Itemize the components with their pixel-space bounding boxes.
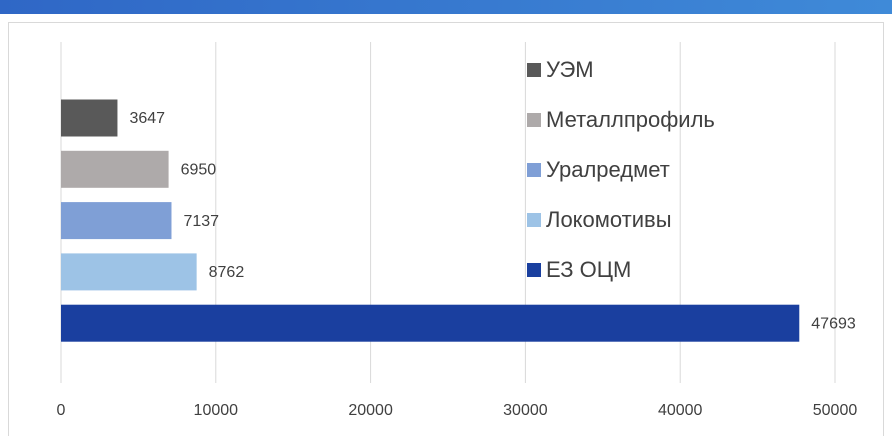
- legend-marker: [527, 63, 541, 77]
- legend-label: ЕЗ ОЦМ: [546, 257, 631, 282]
- legend-label: Металлпрофиль: [546, 107, 715, 132]
- legend-label: Уралредмет: [546, 157, 670, 182]
- data-label: 3647: [129, 110, 165, 127]
- bar: [61, 202, 172, 240]
- legend-label: Локомотивы: [546, 207, 672, 232]
- x-tick-label: 10000: [194, 402, 239, 419]
- x-tick-label: 0: [57, 402, 66, 419]
- bar: [61, 304, 800, 342]
- legend-label: УЭМ: [546, 57, 594, 82]
- legend-marker: [527, 163, 541, 177]
- x-tick-label: 20000: [348, 402, 393, 419]
- header-bar: [0, 0, 892, 14]
- legend-marker: [527, 113, 541, 127]
- x-tick-label: 50000: [813, 402, 858, 419]
- data-label: 8762: [209, 264, 245, 281]
- legend-marker: [527, 213, 541, 227]
- bar: [61, 150, 169, 188]
- data-label: 47693: [811, 315, 856, 332]
- bar: [61, 99, 118, 137]
- data-label: 6950: [181, 162, 217, 179]
- legend-marker: [527, 263, 541, 277]
- data-label: 7137: [183, 213, 219, 230]
- x-tick-label: 30000: [503, 402, 548, 419]
- x-tick-label: 40000: [658, 402, 703, 419]
- bar: [61, 253, 197, 291]
